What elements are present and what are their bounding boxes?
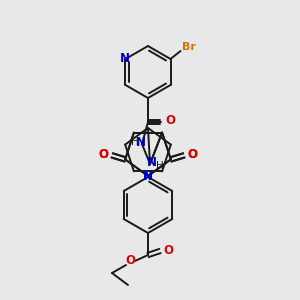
Text: O: O xyxy=(125,254,135,268)
Text: N: N xyxy=(119,52,130,64)
Text: H: H xyxy=(131,137,139,147)
Text: O: O xyxy=(98,148,108,161)
Text: Br: Br xyxy=(182,42,196,52)
Text: O: O xyxy=(188,148,198,161)
Polygon shape xyxy=(125,128,171,171)
Text: H: H xyxy=(156,161,164,171)
Text: O: O xyxy=(98,148,108,161)
Text: O: O xyxy=(163,244,173,256)
Text: O: O xyxy=(188,148,198,161)
Text: N: N xyxy=(143,169,153,182)
Text: N: N xyxy=(136,136,146,148)
Text: N: N xyxy=(143,169,153,182)
Text: O: O xyxy=(165,115,175,128)
Text: N: N xyxy=(147,157,157,169)
